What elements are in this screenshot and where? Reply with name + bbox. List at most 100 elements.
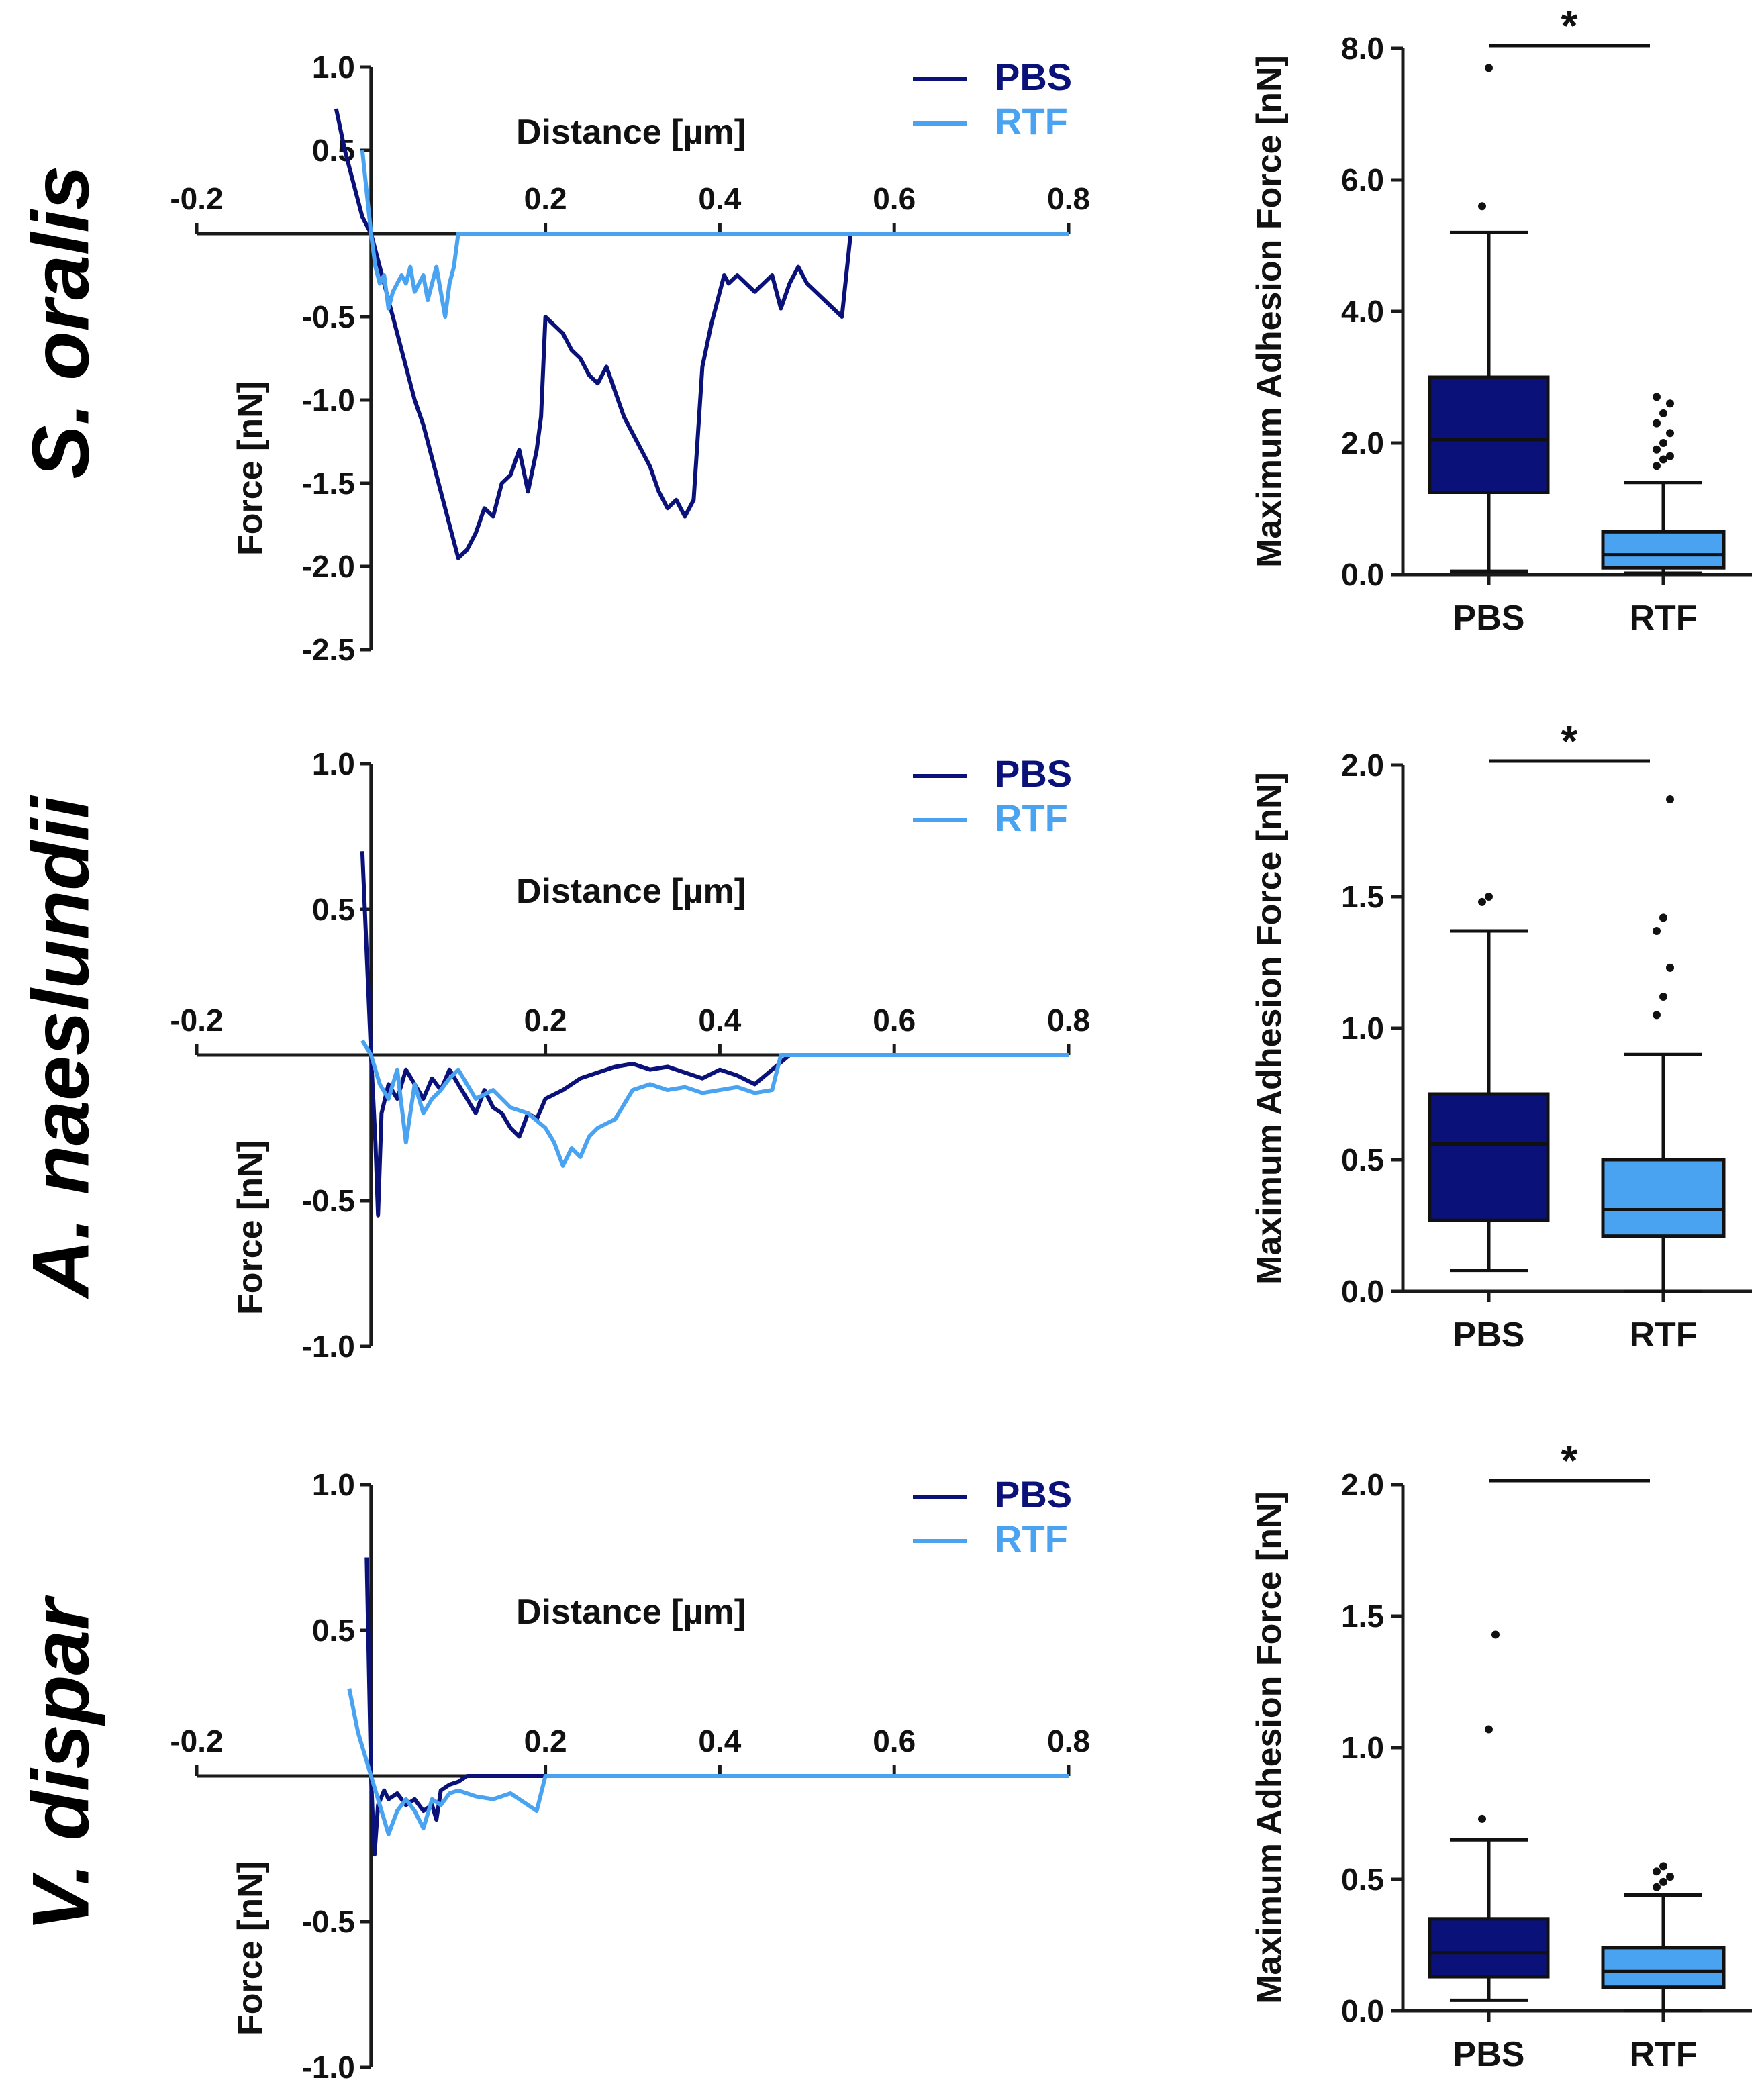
y-axis-label: Maximum Adhesion Force [nN] [1250,55,1289,568]
y-tick-label: 8.0 [1341,31,1384,66]
category-label-rtf: RTF [1629,599,1697,638]
outlier-point [1653,926,1661,935]
y-tick-label: 0.0 [1341,557,1384,592]
y-tick-label: 0.5 [1341,1142,1384,1177]
outlier-point [1666,429,1674,438]
category-label-pbs: PBS [1453,599,1525,638]
species-label: S. oralis [16,166,106,479]
outlier-point [1653,1011,1661,1020]
y-tick-label: 0.0 [1341,1274,1384,1309]
force-curve-panel-2: A. naeslundii -0.2 0.2 0.4 0.6 0.8 1.0 0.5 -0.5 -… [16,746,1090,1364]
y-tick-label: 2.0 [1341,1467,1384,1502]
x-tick-label: 0.6 [873,181,916,216]
outlier-point [1666,795,1674,803]
y-axis-label: Force [nN] [231,1140,270,1315]
significance-star: * [1561,717,1578,765]
y-axis-label: Force [nN] [231,1861,270,2036]
outlier-point [1666,452,1674,460]
x-tick-label: -0.2 [170,181,223,216]
outlier-point [1659,913,1667,922]
x-tick-label: 0.4 [698,1724,741,1758]
outlier-point [1478,897,1486,906]
outlier-point [1666,1873,1674,1881]
y-tick-label: -0.5 [302,1183,355,1218]
significance-star: * [1561,1436,1578,1485]
y-tick-label: 1.5 [1341,1599,1384,1634]
force-curve-panel-4: V. dispar -0.2 0.2 0.4 0.6 0.8 1.0 0.5 -0.5 -1.0 D… [16,1467,1090,2085]
y-tick-label: 1.0 [312,746,355,781]
outlier-point [1653,419,1661,428]
series-line-rtf [360,1039,1069,1168]
outlier-point [1659,455,1667,464]
x-tick-label: -0.2 [170,1003,223,1038]
outlier-point [1485,893,1493,901]
y-tick-label: -1.0 [302,1329,355,1364]
series-line-pbs [360,851,1069,1218]
outlier-point [1485,64,1493,72]
y-tick-label: 0.0 [1341,1993,1384,2028]
x-tick-label: 0.6 [873,1724,916,1758]
box-rtf [1601,530,1726,570]
box-rtf [1601,1158,1726,1238]
y-tick-label: 1.0 [312,50,355,85]
outlier-point [1653,462,1661,470]
x-axis-label: Distance [µm] [516,872,746,911]
outlier-point [1653,1867,1661,1876]
outlier-point [1659,439,1667,447]
x-tick-label: 0.8 [1047,1003,1090,1038]
legend-label-pbs: PBS [995,1473,1072,1516]
box-plot-panel-5: 0.0 0.5 1.0 1.5 2.0 Maximum Adhesion Force [n… [1250,1436,1752,2074]
legend-label-rtf: RTF [995,100,1068,142]
y-tick-label: -1.5 [302,466,355,501]
outlier-point [1478,202,1486,211]
y-tick-label: 6.0 [1341,162,1384,197]
force-curve-panel-0: S. oralis -0.2 0.2 0.4 0.6 0.81.00.5-0.5-1.0-… [16,50,1090,667]
y-tick-label: 4.0 [1341,294,1384,329]
category-label-pbs: PBS [1453,2035,1525,2074]
species-label: A. naeslundii [16,795,106,1299]
species-label: V. dispar [16,1595,106,1932]
x-tick-label: 0.2 [524,1003,567,1038]
legend-label-pbs: PBS [995,752,1072,795]
outlier-point [1491,1630,1500,1639]
y-tick-label: 0.5 [312,1613,355,1648]
box-pbs [1428,375,1550,494]
x-tick-label: -0.2 [170,1724,223,1758]
series-line-pbs [364,1557,1069,1857]
outlier-point [1666,963,1674,972]
x-tick-label: 0.8 [1047,181,1090,216]
box-pbs [1428,1092,1550,1222]
outlier-point [1653,1883,1661,1891]
y-tick-label: -0.5 [302,299,355,334]
y-tick-label: 2.0 [1341,426,1384,460]
y-tick-label: -0.5 [302,1904,355,1939]
category-label-pbs: PBS [1453,1315,1525,1354]
outlier-point [1659,1862,1667,1871]
y-axis-label: Maximum Adhesion Force [nN] [1250,1491,1289,2004]
y-tick-label: 1.5 [1341,879,1384,914]
y-tick-label: 0.5 [312,892,355,927]
category-label-rtf: RTF [1629,1315,1697,1354]
y-tick-label: -1.0 [302,2050,355,2085]
outlier-point [1666,399,1674,408]
y-tick-label: 1.0 [1341,1730,1384,1765]
outlier-point [1653,393,1661,401]
outlier-point [1659,992,1667,1001]
outlier-point [1478,1814,1486,1823]
series-line-pbs [334,108,1069,560]
box-rtf [1601,1946,1726,1989]
box-plot-panel-3: 0.0 0.5 1.0 1.5 2.0 Maximum Adhesion Force [n… [1250,717,1752,1354]
outlier-point [1653,445,1661,454]
series-line-rtf [347,1688,1069,1836]
y-tick-label: 1.0 [1341,1011,1384,1046]
series-line-rtf [360,150,1069,319]
y-tick-label: 1.0 [312,1467,355,1502]
x-tick-label: 0.4 [698,1003,741,1038]
outlier-point [1659,409,1667,417]
box-plot-panel-1: 0.0 2.0 4.0 6.0 8.0 Maximum Adhesion Force [n… [1250,1,1752,638]
legend-label-pbs: PBS [995,56,1072,98]
legend-label-rtf: RTF [995,1518,1068,1560]
x-tick-label: 0.4 [698,181,741,216]
x-tick-label: 0.2 [524,1724,567,1758]
